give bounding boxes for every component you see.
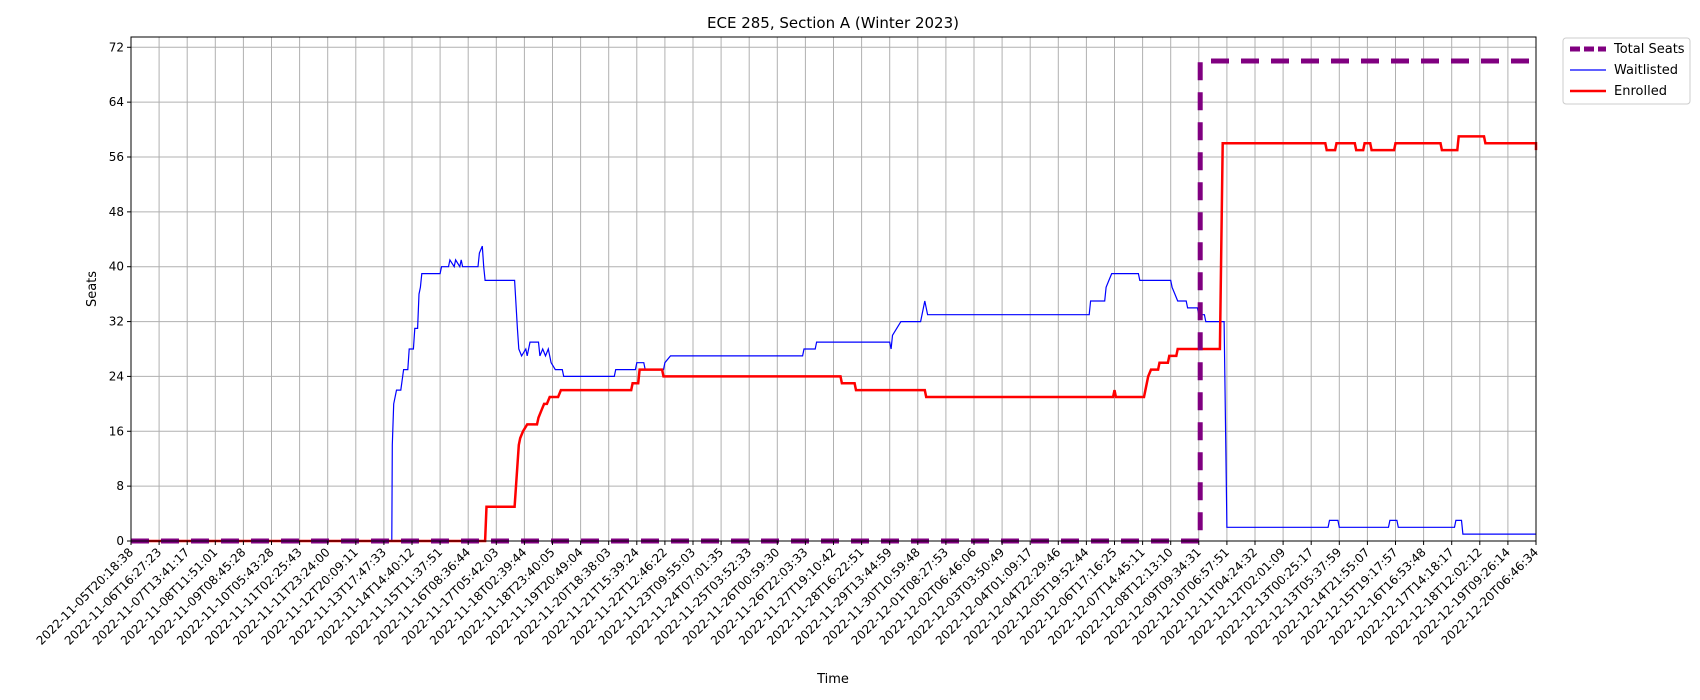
- y-tick-label: 40: [109, 260, 124, 274]
- legend-label: Waitlisted: [1614, 63, 1678, 78]
- x-axis-title: Time: [816, 672, 849, 687]
- y-tick-label: 48: [109, 205, 124, 219]
- legend-label: Total Seats: [1613, 42, 1685, 57]
- y-tick-label: 16: [109, 424, 124, 438]
- y-axis: 0 8 16 24 32 40 48 56 64 72: [109, 40, 131, 548]
- y-tick-label: 72: [109, 40, 124, 54]
- legend-box: [1562, 37, 1691, 105]
- y-axis-title: Seats: [85, 271, 100, 307]
- y-tick-label: 64: [109, 95, 124, 109]
- legend-label: Enrolled: [1614, 84, 1667, 99]
- y-tick-label: 56: [109, 150, 124, 164]
- x-axis: 2022-11-05T20:18:382022-11-06T16:27:2320…: [34, 541, 1541, 648]
- series-line-total-seats: [131, 58, 1536, 544]
- y-tick-label: 0: [116, 534, 124, 548]
- chart-title: ECE 285, Section A (Winter 2023): [707, 14, 959, 32]
- series-layer: [131, 58, 1538, 544]
- series-line-enrolled: [131, 135, 1538, 543]
- y-tick-label: 24: [109, 369, 124, 383]
- y-tick-label: 32: [109, 315, 124, 329]
- grid: [130, 37, 1537, 542]
- legend: Total Seats Waitlisted Enrolled: [1562, 37, 1691, 105]
- y-tick-label: 8: [116, 479, 124, 493]
